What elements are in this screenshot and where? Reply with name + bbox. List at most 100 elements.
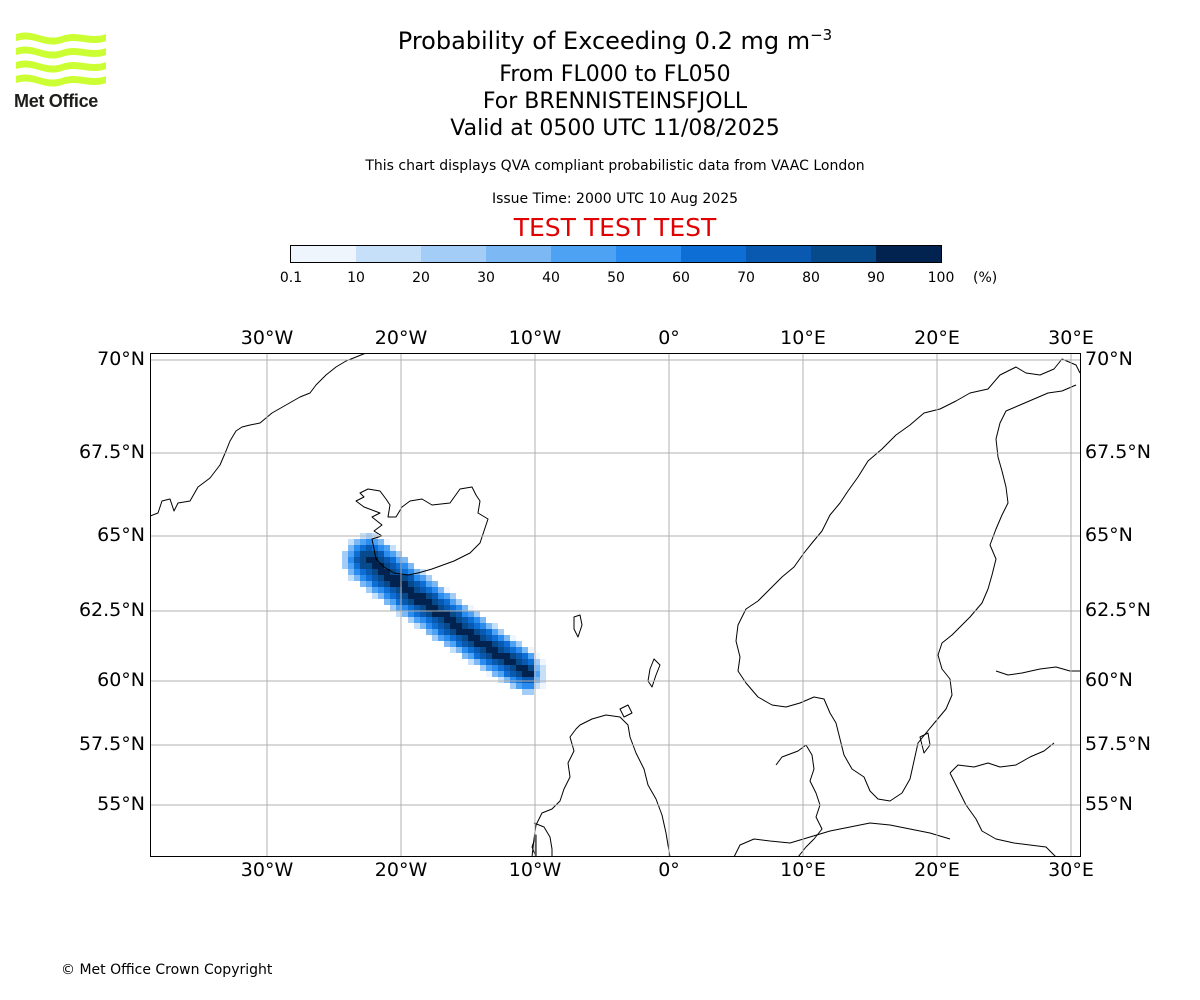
plume-cell — [414, 569, 420, 575]
plume-cell — [444, 593, 450, 599]
plume-cell — [498, 647, 504, 653]
plume-cell — [444, 623, 450, 629]
plume-cell — [480, 647, 486, 653]
plume-cell — [474, 611, 480, 617]
plume-cell — [516, 665, 522, 671]
colorbar-tick-label: 80 — [802, 270, 820, 286]
met-office-logo-text: Met Office — [14, 91, 99, 111]
issue-time: Issue Time: 2000 UTC 10 Aug 2025 — [491, 191, 739, 207]
plume-cell — [462, 647, 468, 653]
gotland-island — [919, 732, 931, 754]
plume-cell — [438, 593, 444, 599]
plume-cell — [384, 593, 390, 599]
plume-cell — [444, 635, 450, 641]
colorbar-tick-label: 20 — [412, 270, 430, 286]
ireland-coast — [531, 822, 553, 857]
plume-cell — [462, 653, 468, 659]
plume-cell — [510, 665, 516, 671]
plume-cell — [384, 545, 390, 551]
plume-cell — [450, 629, 456, 635]
test-banner: TEST TEST TEST — [513, 213, 717, 242]
chart-title: Probability of Exceeding 0.2 mg m−3 — [397, 26, 833, 55]
longitude-label: 0° — [658, 859, 680, 881]
plume-cell — [510, 659, 516, 665]
plume-cell — [492, 671, 498, 677]
plume-cell — [540, 677, 546, 683]
plume-cell — [426, 623, 432, 629]
plume-cell — [504, 677, 510, 683]
great-britain-coast — [531, 714, 671, 857]
plume-cell — [522, 665, 528, 671]
plume-cell — [372, 563, 378, 569]
plume-cell — [450, 635, 456, 641]
plume-cell — [468, 641, 474, 647]
plume-cell — [426, 581, 432, 587]
plume-cell — [492, 641, 498, 647]
plume-cell — [456, 611, 462, 617]
plume-cell — [444, 641, 450, 647]
plume-cell — [438, 617, 444, 623]
plume-cell — [408, 611, 414, 617]
plume-cell — [528, 683, 534, 689]
plume-cell — [528, 647, 534, 653]
plume-cell — [438, 587, 444, 593]
plume-cell — [402, 557, 408, 563]
plume-cell — [486, 653, 492, 659]
plume-cell — [528, 671, 534, 677]
longitude-label: 30°E — [1048, 859, 1094, 881]
latitude-label: 62.5°N — [1085, 599, 1152, 621]
colorbar-tick-label: 100 — [927, 270, 955, 286]
plume-cell — [462, 641, 468, 647]
plume-cell — [366, 581, 372, 587]
plume-cell — [474, 641, 480, 647]
plume-cell — [450, 611, 456, 617]
plume-cell — [360, 581, 366, 587]
plume-cell — [414, 587, 420, 593]
plume-cell — [480, 635, 486, 641]
plume-cell — [456, 605, 462, 611]
plume-cell — [540, 683, 546, 689]
plume-cell — [408, 569, 414, 575]
plume-cell — [498, 665, 504, 671]
plume-cell — [534, 677, 540, 683]
plume-cell — [534, 671, 540, 677]
denmark-coast — [775, 744, 823, 857]
plume-cell — [498, 653, 504, 659]
plume-cell — [540, 671, 546, 677]
plume-cell — [396, 557, 402, 563]
plume-cell — [408, 599, 414, 605]
plume-cell — [486, 641, 492, 647]
plume-cell — [498, 635, 504, 641]
plume-cell — [396, 593, 402, 599]
plume-cell — [498, 659, 504, 665]
plume-cell — [474, 647, 480, 653]
plume-cell — [342, 557, 348, 563]
plume-cell — [534, 683, 540, 689]
plume-cell — [504, 653, 510, 659]
plume-cell — [456, 641, 462, 647]
plume-cell — [402, 605, 408, 611]
plume-cell — [372, 557, 378, 563]
plume-cell — [504, 641, 510, 647]
plume-cell — [384, 587, 390, 593]
plume-cell — [504, 647, 510, 653]
plume-cell — [384, 563, 390, 569]
plume-cell — [366, 569, 372, 575]
plume-cell — [366, 539, 372, 545]
plume-cell — [462, 611, 468, 617]
plume-cell — [516, 647, 522, 653]
plume-cell — [384, 599, 390, 605]
plume-cell — [432, 635, 438, 641]
latitude-label: 55°N — [1085, 793, 1133, 815]
longitude-label: 20°W — [374, 327, 428, 349]
plume-cell — [468, 629, 474, 635]
plume-cell — [516, 641, 522, 647]
plume-cell — [432, 599, 438, 605]
plume-cell — [366, 563, 372, 569]
longitude-label: 20°E — [914, 859, 960, 881]
plume-cell — [360, 569, 366, 575]
plume-cell — [456, 623, 462, 629]
plume-cell — [432, 617, 438, 623]
chart-description: This chart displays QVA compliant probab… — [365, 158, 865, 174]
latitude-label: 55°N — [97, 793, 145, 815]
